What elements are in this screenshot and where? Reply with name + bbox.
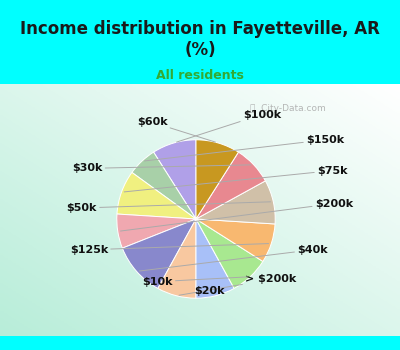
Wedge shape	[196, 219, 263, 288]
Text: $60k: $60k	[137, 117, 216, 142]
Text: $30k: $30k	[72, 163, 251, 173]
Text: $125k: $125k	[70, 244, 268, 255]
Wedge shape	[196, 140, 238, 219]
Text: $50k: $50k	[67, 202, 270, 213]
Wedge shape	[196, 219, 275, 261]
Text: $100k: $100k	[176, 110, 281, 142]
Text: $20k: $20k	[194, 286, 224, 295]
Text: > $200k: > $200k	[179, 274, 296, 295]
Text: $200k: $200k	[120, 198, 353, 231]
Text: $150k: $150k	[144, 135, 344, 161]
Text: $75k: $75k	[124, 166, 348, 192]
Text: $40k: $40k	[139, 245, 328, 271]
Wedge shape	[154, 140, 196, 219]
Wedge shape	[158, 219, 196, 298]
Text: ⓘ  City-Data.com: ⓘ City-Data.com	[250, 104, 326, 113]
Wedge shape	[122, 219, 196, 288]
Text: Income distribution in Fayetteville, AR
(%): Income distribution in Fayetteville, AR …	[20, 20, 380, 59]
Text: All residents: All residents	[156, 69, 244, 82]
Wedge shape	[196, 219, 234, 298]
Wedge shape	[117, 173, 196, 219]
Wedge shape	[132, 152, 196, 219]
Text: $10k: $10k	[142, 277, 248, 287]
Wedge shape	[117, 214, 196, 248]
Wedge shape	[196, 152, 266, 219]
Wedge shape	[196, 181, 275, 224]
